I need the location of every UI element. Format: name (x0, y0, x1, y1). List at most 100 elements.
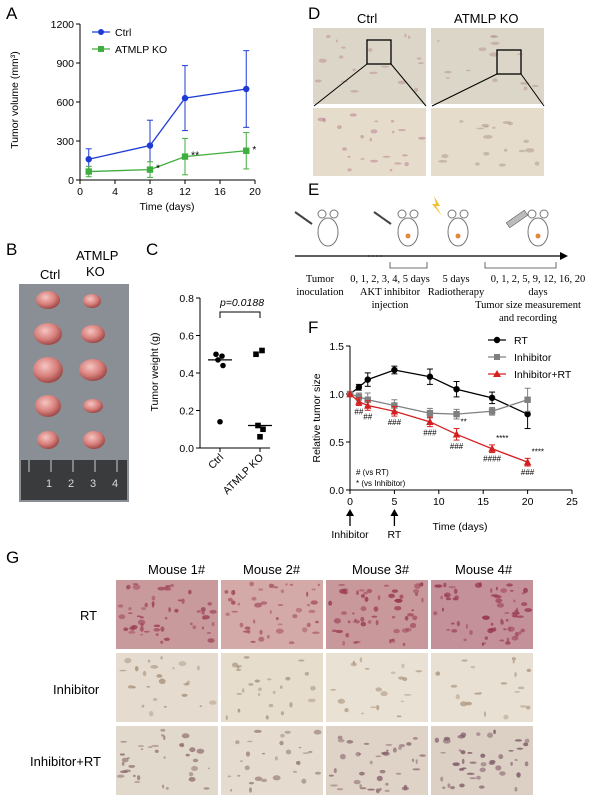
data-point (523, 457, 532, 466)
significance-mark: ** (461, 418, 467, 427)
tissue-speck (379, 769, 386, 774)
tissue-speck (202, 617, 206, 620)
tissue-speck (258, 636, 265, 642)
tissue-speck (511, 656, 516, 661)
tissue-speck (511, 635, 519, 641)
significance-mark: * (156, 163, 160, 175)
tissue-speck (137, 745, 145, 747)
tissue-speck (273, 586, 279, 589)
tissue-speck (265, 715, 269, 720)
tissue-speck (336, 787, 344, 791)
tissue-speck (337, 698, 346, 704)
tissue-speck (245, 751, 251, 757)
tissue-speck (482, 135, 493, 139)
panel-d-col-atmlp: ATMLP KO (454, 11, 519, 26)
g-col-mouse4: Mouse 4# (455, 562, 513, 577)
tissue-speck (236, 693, 242, 695)
tissue-speck (181, 733, 190, 739)
data-point (355, 384, 363, 391)
tissue-speck (414, 87, 419, 93)
tissue-speck (232, 662, 239, 668)
tissue-speck (461, 767, 467, 770)
zoom-box-ctrl (366, 39, 392, 65)
tissue-speck (231, 600, 236, 605)
tissue-speck (285, 749, 292, 755)
timing-arrow-label: RT (387, 529, 401, 541)
tissue-speck (382, 751, 390, 756)
data-point (390, 407, 399, 415)
tumor-ko-group (79, 294, 107, 449)
tissue-speck (365, 667, 370, 670)
tissue-speck (490, 35, 497, 38)
tissue-speck (181, 742, 185, 748)
e-label-inoculation: inoculation (296, 287, 344, 298)
y-tick-label: 0.8 (179, 293, 194, 305)
ihc-combo-m3 (326, 726, 428, 795)
tissue-speck (338, 55, 344, 59)
tissue-speck (308, 609, 316, 614)
tissue-speck (188, 771, 194, 777)
tissue-speck (306, 591, 309, 597)
tissue-speck (412, 589, 420, 594)
tissue-speck (516, 615, 524, 619)
tissue-speck (339, 753, 346, 760)
data-point (253, 351, 259, 358)
ihc-inh-m4 (431, 653, 533, 722)
tissue-speck (333, 618, 341, 624)
tissue-speck (514, 759, 518, 761)
tissue-speck (360, 606, 367, 612)
tissue-speck (146, 685, 151, 688)
tissue-speck (375, 687, 382, 692)
tissue-speck (163, 756, 166, 759)
tissue-speck (358, 589, 366, 592)
significance-mark: #### (483, 455, 501, 464)
data-point (181, 153, 189, 160)
tissue-speck (331, 629, 337, 633)
tissue-speck (310, 600, 318, 605)
tissue-speck (476, 775, 481, 780)
tissue-speck (132, 583, 139, 586)
data-point (146, 166, 154, 173)
tissue-speck (503, 148, 508, 152)
tissue-speck (330, 688, 337, 691)
data-point (146, 142, 154, 149)
tissue-speck (163, 735, 166, 741)
tissue-speck (498, 754, 504, 760)
tissue-speck (118, 614, 126, 620)
tissue-speck (126, 586, 130, 590)
tissue-speck (209, 609, 217, 614)
tissue-speck (470, 665, 476, 669)
data-point (524, 410, 531, 418)
tissue-speck (314, 79, 322, 83)
tissue-speck (507, 626, 515, 632)
tissue-speck (398, 128, 406, 132)
tissue-speck (487, 732, 494, 738)
tissue-speck (186, 680, 191, 684)
tissue-speck (405, 627, 412, 632)
tissue-speck (489, 52, 499, 57)
tissue-speck (421, 597, 424, 603)
mouse-icons (317, 209, 549, 247)
tissue-speck (280, 589, 285, 594)
tissue-speck (509, 589, 514, 592)
tissue-speck (314, 771, 322, 775)
tissue-speck (124, 657, 132, 664)
tissue-speck (250, 640, 256, 643)
tissue-speck (519, 705, 527, 708)
tissue-speck (359, 771, 365, 776)
tissue-speck (445, 77, 450, 79)
e-label-days: days (528, 287, 547, 298)
x-tick-label: 20 (249, 186, 261, 198)
ihc-combo-m2 (221, 726, 323, 795)
tissue-speck (434, 584, 443, 588)
tissue-speck (141, 704, 145, 708)
tissue-speck (352, 620, 356, 623)
tissue-speck (392, 747, 397, 753)
tissue-speck (483, 125, 489, 128)
chart-a-xlabel: Time (days) (139, 201, 194, 213)
tissue-speck (235, 740, 240, 745)
tissue-speck (479, 767, 486, 773)
x-tick-label: 0 (77, 186, 83, 198)
tissue-speck (490, 627, 496, 632)
tissue-speck (495, 586, 498, 591)
